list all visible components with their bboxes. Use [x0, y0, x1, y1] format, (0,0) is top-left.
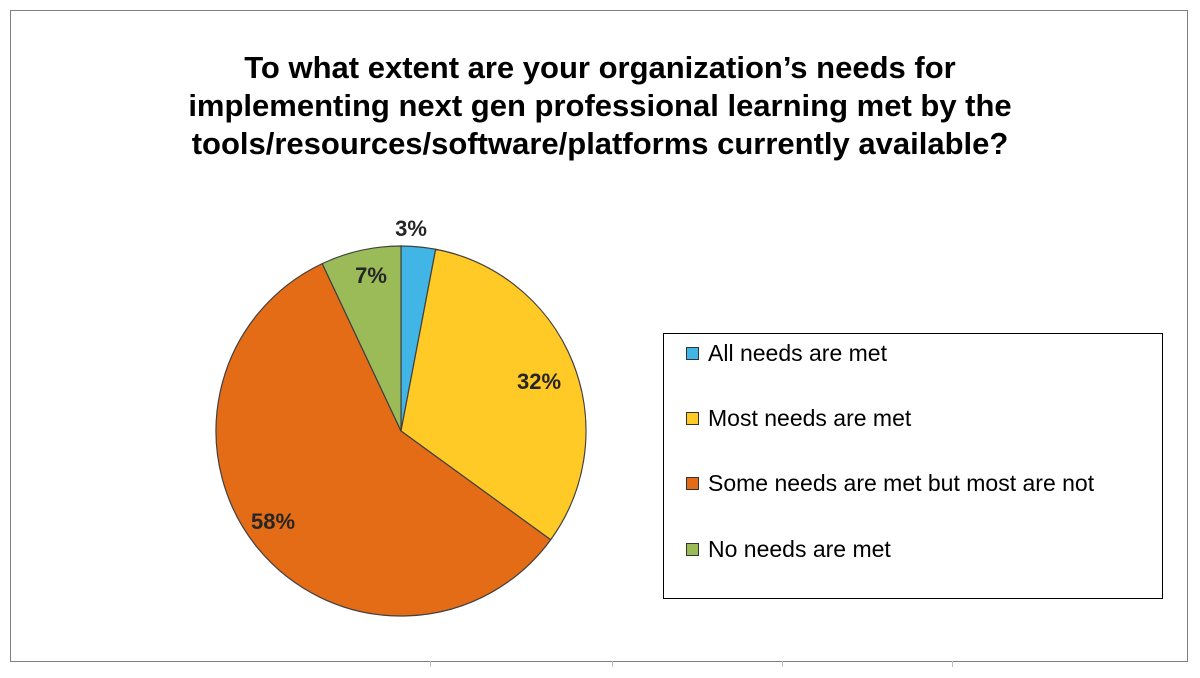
pie-slice-some-needs-met [215, 262, 552, 617]
pie-slice-most-needs-met [400, 248, 587, 541]
pie-slice-no-needs-met [321, 245, 402, 432]
chart-frame: To what extent are your organization’s n… [10, 10, 1188, 667]
data-label-most-needs-met: 32% [517, 369, 561, 394]
data-label-some-needs-met: 58% [251, 509, 295, 534]
pie-chart: 3% 32% 58% 7% [215, 216, 587, 617]
axis-tick [430, 661, 431, 667]
legend-swatch-no-needs-met [686, 543, 699, 556]
data-label-all-needs-met: 3% [395, 216, 427, 241]
axis-tick [782, 661, 783, 667]
legend-item-most-needs-met: Most needs are met [686, 403, 1146, 433]
legend-label-no-needs-met: No needs are met [708, 536, 891, 562]
legend: All needs are met Most needs are met Som… [663, 333, 1163, 599]
legend-item-no-needs-met: No needs are met [686, 534, 1146, 564]
legend-label-some-needs-met: Some needs are met but most are not [708, 470, 1095, 496]
legend-swatch-most-needs-met [686, 412, 699, 425]
data-label-no-needs-met: 7% [355, 263, 387, 288]
legend-swatch-all-needs-met [686, 347, 699, 360]
axis-tick [612, 661, 613, 667]
legend-item-some-needs-met: Some needs are met but most are not [686, 468, 1146, 498]
legend-swatch-some-needs-met [686, 477, 699, 490]
legend-item-all-needs-met: All needs are met [686, 338, 1146, 368]
legend-label-most-needs-met: Most needs are met [708, 405, 912, 431]
legend-label-all-needs-met: All needs are met [708, 340, 887, 366]
chart-title: To what extent are your organization’s n… [188, 50, 1012, 161]
axis-tick [952, 661, 953, 667]
